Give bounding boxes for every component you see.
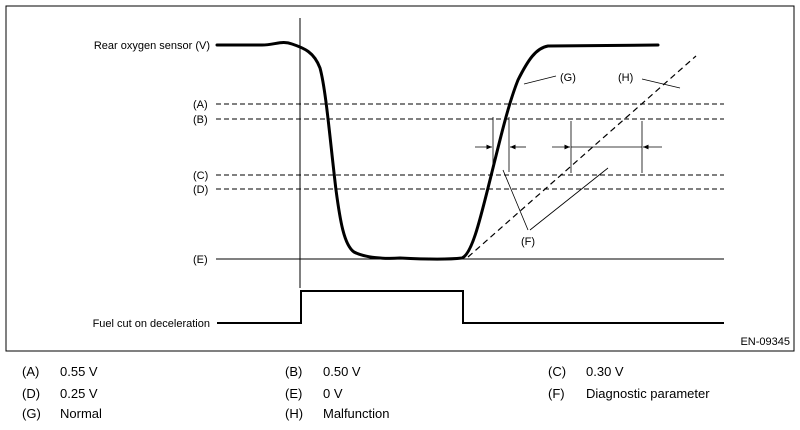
figure-id: EN-09345: [740, 336, 790, 348]
callout-g-label: (G): [560, 72, 576, 84]
normal-sensor-curve: [215, 40, 660, 261]
legend-item-e: (E) 0 V: [285, 386, 343, 401]
legend-item-d: (D) 0.25 V: [22, 386, 98, 401]
level-e-label: (E): [193, 254, 208, 266]
legend: (A) 0.55 V (B) 0.50 V (C) 0.30 V (D) 0.25 V …: [0, 358, 800, 430]
callout-f-leader-normal: [502, 169, 529, 231]
oxygen-sensor-timing-diagram: (A) (B) (C) (D) (E) Rear oxygen sensor (…: [5, 5, 795, 352]
legend-item-f: (F) Diagnostic parameter: [548, 386, 710, 401]
diagram-frame: [5, 5, 795, 352]
malfunction-sensor-curve: [467, 55, 697, 258]
level-a-label: (A): [193, 99, 208, 111]
legend-item-b: (B) 0.50 V: [285, 364, 361, 379]
callout-f-leader-malfunction: [529, 167, 609, 231]
level-d-label: (D): [193, 184, 208, 196]
fuel-cut-signal-trace: [217, 290, 724, 324]
legend-item-h: (H) Malfunction: [285, 406, 390, 421]
callout-h-label: (H): [618, 72, 633, 84]
level-b-label: (B): [193, 114, 208, 126]
fuel-cut-signal-label: Fuel cut on deceleration: [93, 318, 210, 330]
callout-h-leader: [641, 78, 681, 89]
legend-item-a: (A) 0.55 V: [22, 364, 98, 379]
callout-f-label: (F): [521, 236, 535, 248]
sensor-signal-label: Rear oxygen sensor (V): [94, 40, 210, 52]
legend-item-g: (G) Normal: [22, 406, 102, 421]
level-c-label: (C): [193, 170, 208, 182]
callout-g-leader: [523, 75, 557, 85]
legend-item-c: (C) 0.30 V: [548, 364, 624, 379]
